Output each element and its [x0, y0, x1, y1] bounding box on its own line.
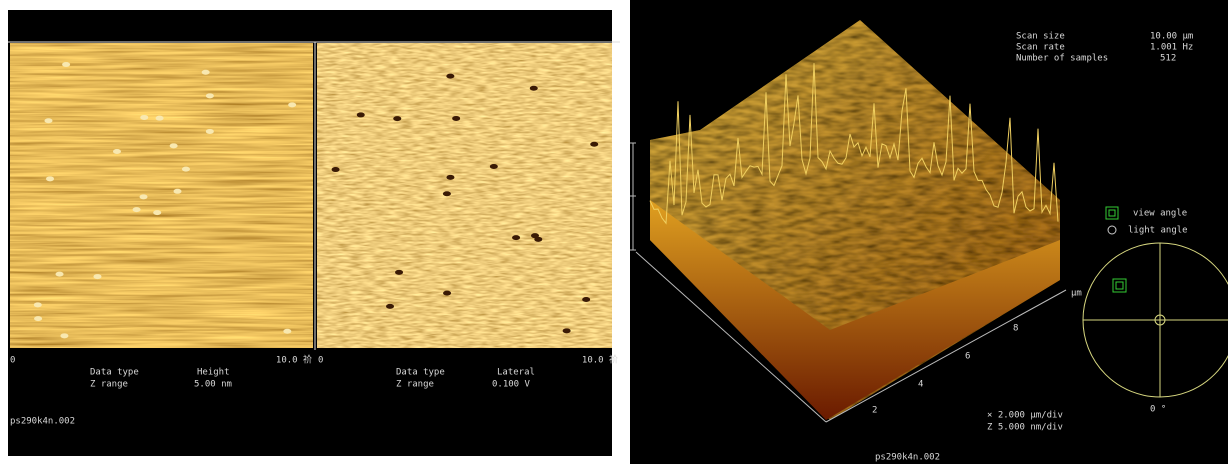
particle — [395, 270, 403, 275]
particle — [283, 329, 291, 334]
info-value: 512 — [1160, 54, 1176, 64]
lateral-image — [317, 43, 612, 348]
particle — [512, 235, 520, 240]
axis-tick: 4 — [918, 380, 923, 390]
particle — [446, 175, 454, 180]
particle — [174, 189, 182, 194]
particle — [393, 116, 401, 121]
legend-text: light angle — [1128, 226, 1188, 236]
particle — [113, 149, 121, 154]
particle — [170, 143, 178, 148]
particle — [56, 272, 64, 277]
value: 5.00 nm — [194, 380, 232, 390]
particle — [490, 164, 498, 169]
info-value: 1.001 Hz — [1150, 43, 1193, 53]
particle — [357, 112, 365, 117]
particle — [332, 167, 340, 172]
z-div: Z 5.000 nm/div — [987, 423, 1063, 433]
particle — [206, 129, 214, 134]
x-div: × 2.000 µm/div — [987, 411, 1063, 421]
scale-start: 0 — [10, 356, 15, 366]
particle — [44, 118, 52, 123]
particle — [202, 70, 210, 75]
particle — [153, 210, 161, 215]
info-label: Number of samples — [1016, 54, 1108, 64]
particle — [443, 191, 451, 196]
value: Height — [197, 368, 230, 378]
scale-end: 10.0 祄 — [582, 354, 618, 366]
particle — [93, 274, 101, 279]
particle — [590, 142, 598, 147]
particle — [34, 316, 42, 321]
label: Data type — [396, 368, 445, 378]
particle — [288, 102, 296, 107]
particle — [140, 115, 148, 120]
label: Z range — [90, 380, 128, 390]
info-label: Scan size — [1016, 32, 1065, 42]
scale-start: 0 — [318, 356, 323, 366]
particle — [452, 116, 460, 121]
axis-tick: 6 — [965, 352, 970, 362]
height-image — [10, 43, 313, 348]
particle — [182, 167, 190, 172]
particle — [46, 176, 54, 181]
particle — [156, 116, 164, 121]
particle — [34, 302, 42, 307]
particle — [62, 62, 70, 67]
angle-value: 0 ° — [1150, 405, 1166, 415]
particle — [446, 74, 454, 79]
info-value: 10.00 µm — [1150, 32, 1193, 42]
axis-tick: 2 — [872, 406, 877, 416]
particle — [386, 304, 394, 309]
value: 0.100 V — [492, 380, 531, 390]
particle — [443, 291, 451, 296]
legend-text: view angle — [1133, 209, 1187, 219]
particle — [531, 233, 539, 238]
screenshot: 0 10.0 祄 Data type Height Z range 5.00 n… — [0, 0, 1228, 464]
label: Z range — [396, 380, 434, 390]
value: Lateral — [497, 368, 535, 378]
particle — [133, 207, 141, 212]
axis-unit: µm — [1071, 289, 1082, 299]
particle — [530, 86, 538, 91]
particle — [563, 328, 571, 333]
particle — [60, 333, 68, 338]
info-label: Scan rate — [1016, 43, 1065, 53]
axis-tick: 8 — [1013, 324, 1018, 334]
particle — [140, 194, 148, 199]
particle — [582, 297, 590, 302]
file-name: ps290k4n.002 — [875, 453, 940, 463]
particle — [206, 93, 214, 98]
file-name: ps290k4n.002 — [10, 417, 75, 427]
label: Data type — [90, 368, 139, 378]
scale-end: 10.0 祄 — [276, 354, 312, 366]
